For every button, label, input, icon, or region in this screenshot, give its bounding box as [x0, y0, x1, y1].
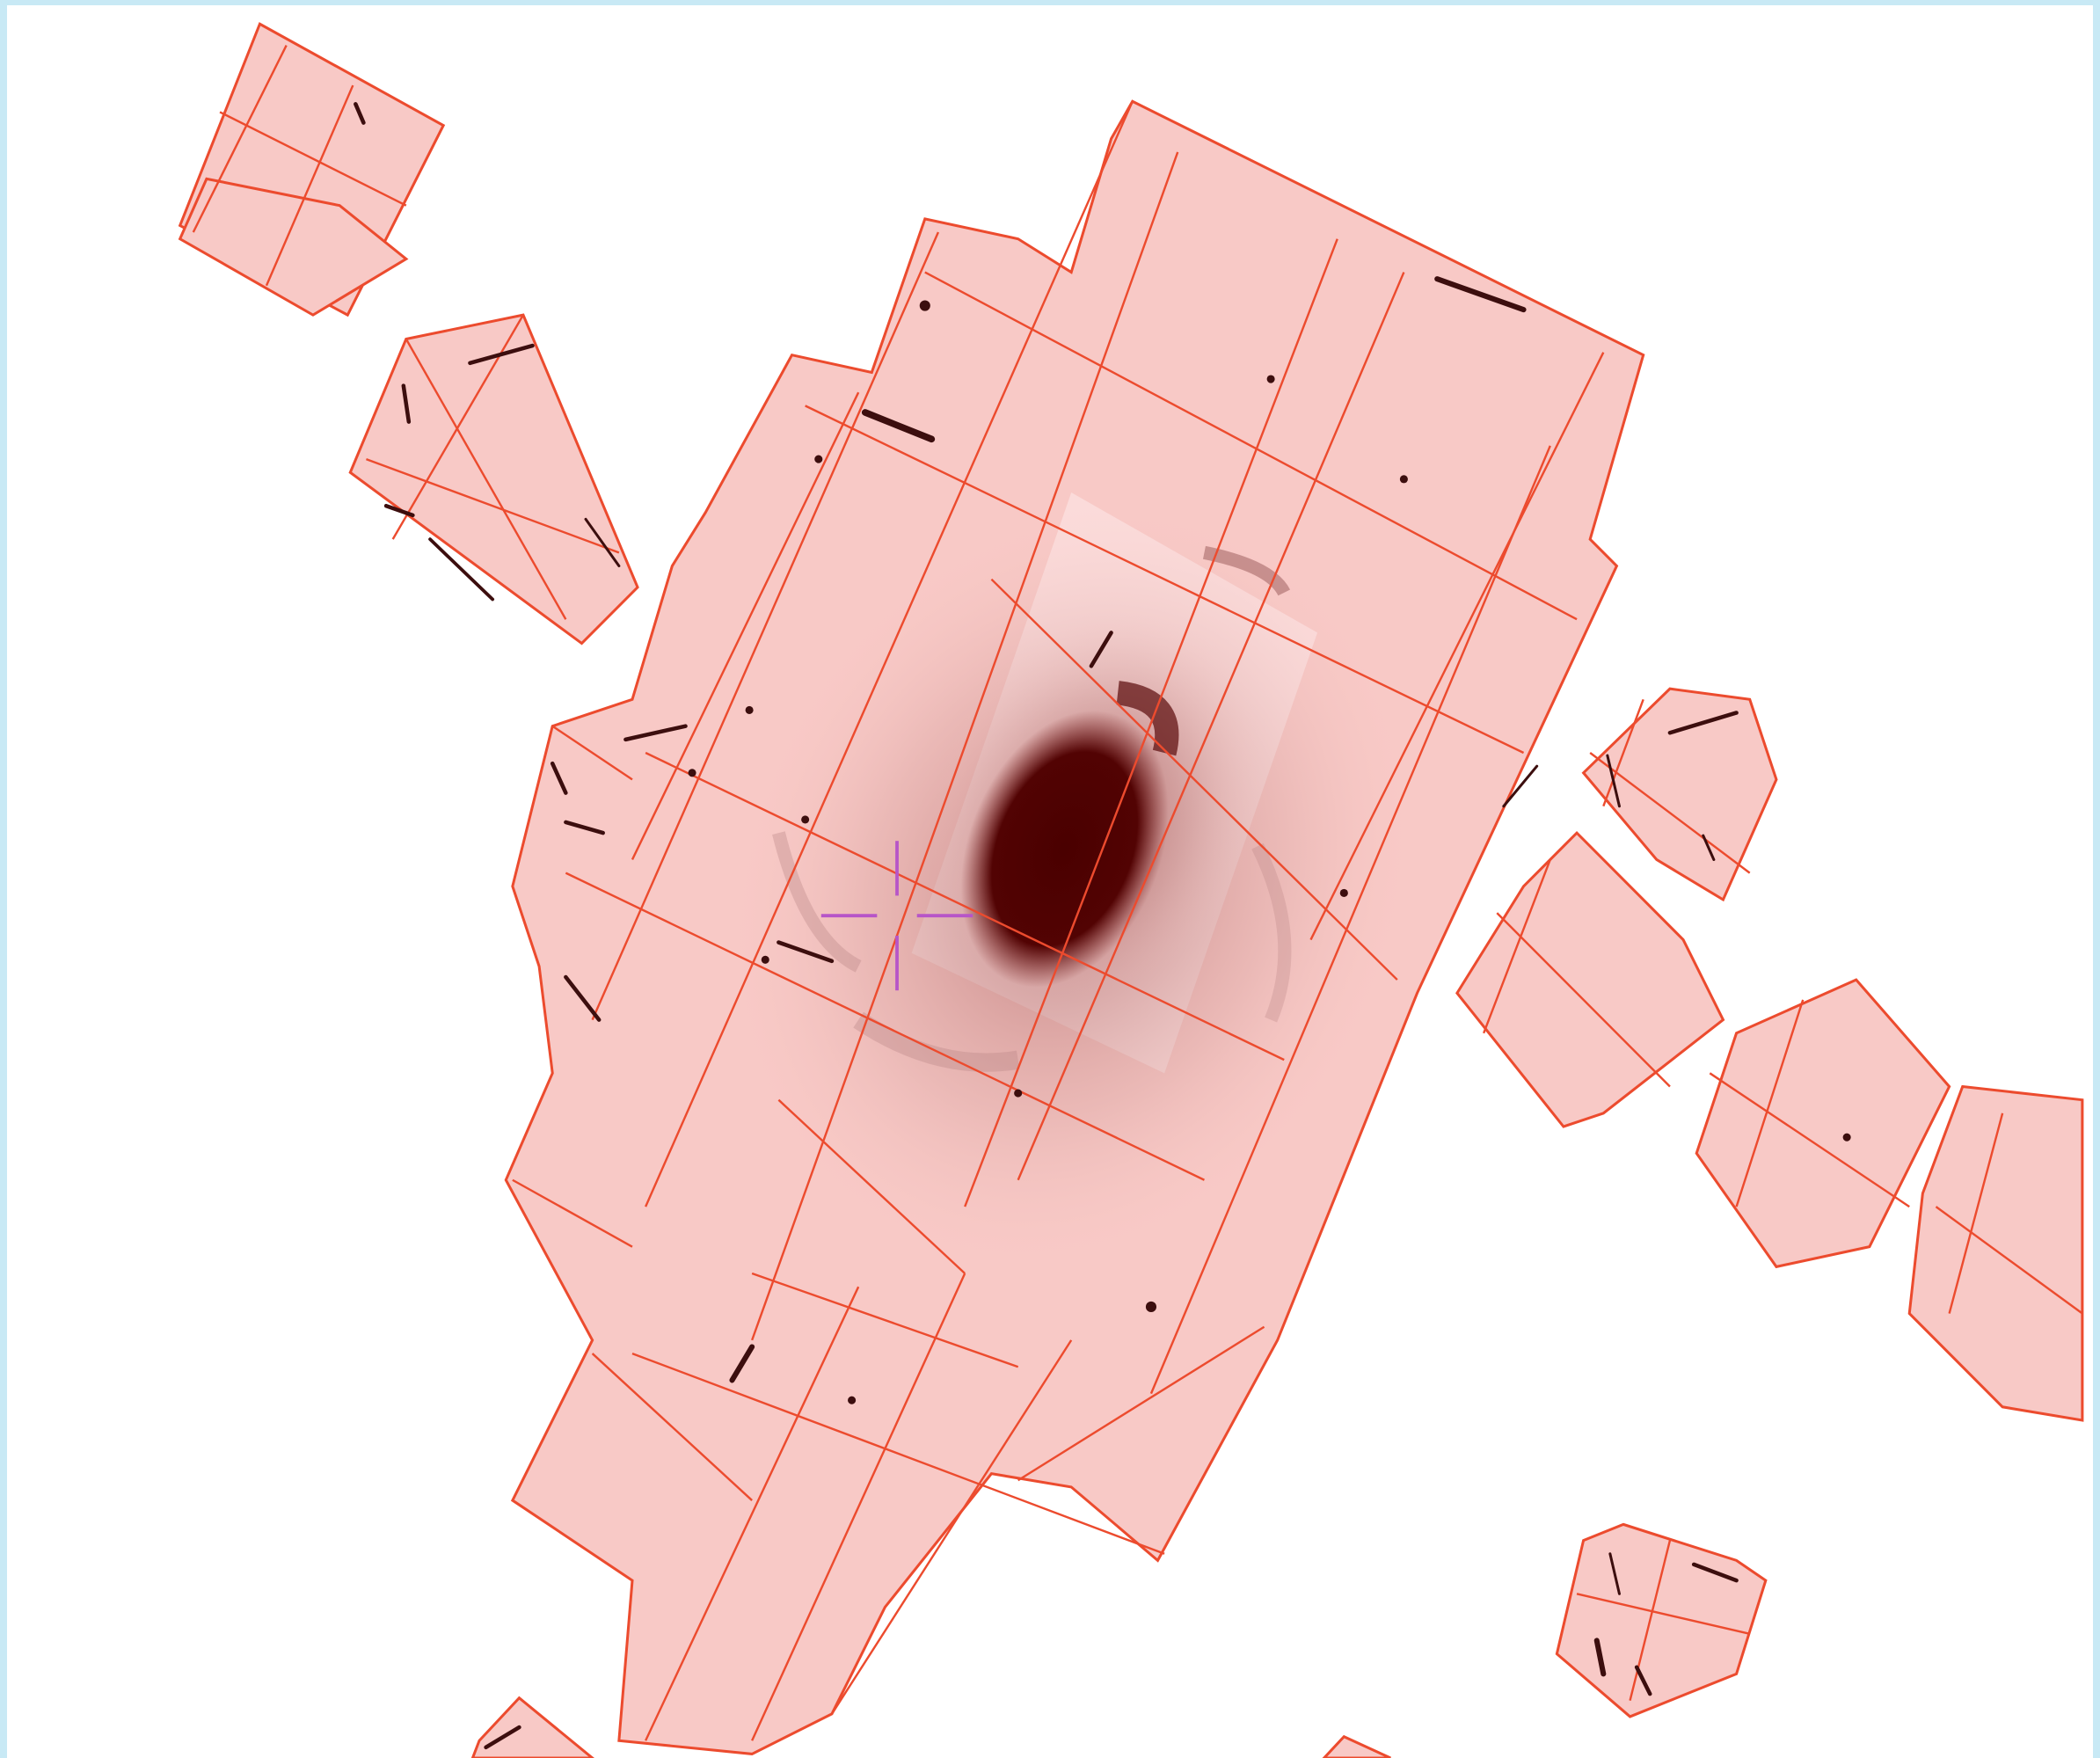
crosshair-icon[interactable]: [820, 841, 973, 991]
viewer-right-edge: [2093, 0, 2100, 1758]
sky-image-viewer[interactable]: [7, 5, 2093, 1758]
image-footprint-group[interactable]: [470, 1696, 1391, 1758]
image-footprint-group[interactable]: [178, 22, 446, 317]
galaxy-core: [960, 710, 1169, 988]
sky-canvas[interactable]: [7, 5, 2093, 1758]
image-footprint-group[interactable]: [1455, 687, 2084, 1422]
image-footprint-group[interactable]: [348, 313, 639, 646]
image-footprint-group[interactable]: [1555, 1522, 1768, 1718]
image-footprint-mosaic[interactable]: [504, 99, 1645, 1756]
